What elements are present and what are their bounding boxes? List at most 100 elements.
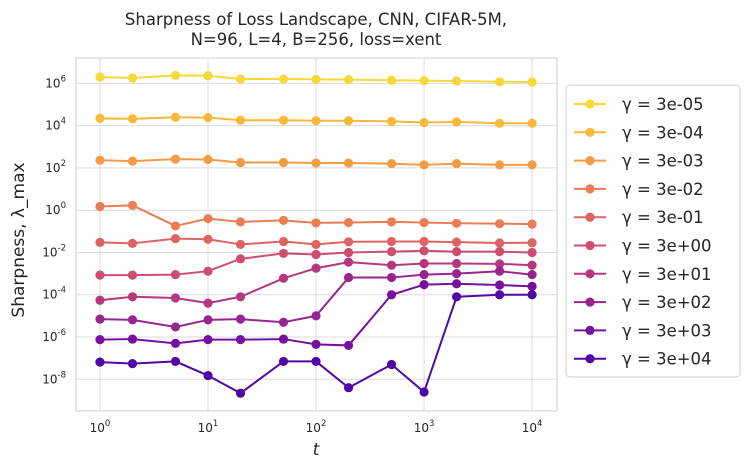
data-point (127, 315, 138, 325)
data-point (170, 70, 181, 80)
legend-label: γ = 3e-02 (622, 180, 704, 199)
data-point (95, 237, 105, 247)
data-point (494, 219, 505, 229)
x-tick-label: 101 (198, 419, 219, 435)
legend-marker (585, 325, 595, 335)
data-point (527, 247, 537, 258)
data-point (203, 315, 213, 325)
data-point (527, 281, 537, 291)
data-point (127, 238, 138, 248)
series-group (95, 70, 537, 398)
data-point (170, 154, 181, 164)
data-point (494, 266, 505, 276)
data-point (235, 239, 246, 250)
legend-box (565, 84, 741, 378)
data-point (278, 356, 289, 367)
data-point (386, 217, 397, 227)
data-point (170, 293, 181, 303)
x-tick-label: 102 (306, 419, 327, 435)
data-point (170, 356, 181, 367)
data-point (127, 156, 138, 166)
legend: γ = 3e-05 γ = 3e-04 γ = 3e-03 γ = 3e-02 γ = … (565, 84, 741, 378)
data-point (170, 338, 181, 348)
data-point (343, 272, 354, 283)
data-point (203, 214, 213, 224)
data-point (278, 317, 289, 327)
y-tick-label: 106 (45, 74, 66, 90)
data-point (451, 218, 462, 228)
data-point (419, 387, 429, 397)
data-point (95, 295, 105, 305)
data-point (95, 113, 105, 124)
data-point (451, 117, 462, 127)
data-point (95, 155, 105, 165)
legend-entry: γ = 3e+03 (574, 321, 712, 340)
data-point (170, 269, 181, 280)
data-point (311, 116, 321, 126)
chart-title-line-2: N=96, L=4, B=256, loss=xent (191, 30, 442, 49)
data-point (95, 72, 105, 82)
x-tick-labels: 100 101 102 103 104 (90, 419, 543, 435)
data-point (494, 259, 505, 269)
legend-label: γ = 3e+01 (622, 265, 712, 284)
y-tick-label: 100 (45, 201, 66, 217)
data-point (95, 270, 105, 280)
data-point (203, 71, 213, 81)
data-point (451, 292, 462, 302)
data-point (95, 314, 105, 324)
series-5 (95, 246, 537, 280)
data-point (527, 269, 537, 280)
data-point (278, 157, 289, 168)
data-point (203, 154, 213, 165)
legend-entry: γ = 3e-02 (574, 180, 704, 199)
y-tick-label: 10-2 (42, 243, 66, 259)
series-2 (95, 154, 537, 170)
data-point (95, 201, 105, 212)
legend-entry: γ = 3e+01 (574, 265, 712, 284)
data-point (386, 260, 397, 270)
series-1 (95, 112, 537, 128)
legend-marker (585, 240, 595, 251)
legend-label: γ = 3e+00 (622, 237, 712, 256)
series-7 (95, 266, 537, 332)
y-tick-label: 102 (45, 159, 66, 175)
data-point (494, 160, 505, 170)
chart-title: Sharpness of Loss Landscape, CNN, CIFAR-… (125, 10, 507, 49)
data-point (203, 298, 213, 308)
data-point (203, 266, 213, 276)
y-tick-label: 10-6 (42, 328, 66, 344)
data-point (419, 117, 429, 128)
data-point (527, 238, 537, 248)
legend-entry: γ = 3e-01 (574, 208, 704, 227)
data-point (343, 237, 354, 247)
legend-marker (585, 99, 595, 109)
legend-marker (585, 354, 595, 364)
data-point (311, 74, 321, 84)
data-point (494, 118, 505, 128)
data-point (451, 159, 462, 169)
data-point (343, 116, 354, 126)
data-point (419, 76, 429, 86)
legend-entry: γ = 3e+00 (574, 237, 712, 256)
data-point (170, 234, 181, 244)
data-point (311, 249, 321, 260)
x-tick-label: 100 (90, 419, 111, 435)
data-point (343, 247, 354, 258)
data-point (451, 258, 462, 269)
data-point (451, 246, 462, 257)
data-point (127, 292, 138, 302)
data-point (386, 236, 397, 247)
data-point (527, 290, 537, 300)
data-point (527, 118, 537, 128)
series-9 (95, 290, 537, 398)
data-point (419, 160, 429, 170)
data-point (419, 217, 429, 228)
legend-marker (585, 269, 595, 279)
y-tick-label: 10-4 (42, 286, 66, 302)
data-point (203, 370, 213, 381)
data-point (494, 280, 505, 290)
data-point (278, 248, 289, 259)
data-point (170, 221, 181, 231)
data-point (419, 258, 429, 269)
data-point (127, 73, 138, 83)
